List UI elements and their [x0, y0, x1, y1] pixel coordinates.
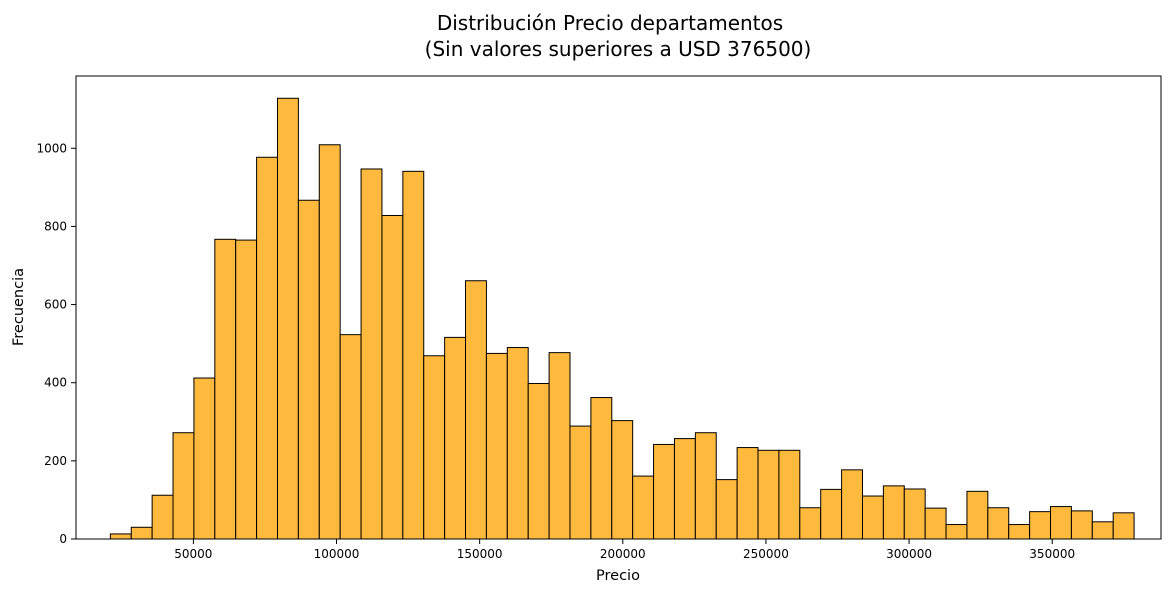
- histogram-bar: [966, 490, 989, 540]
- histogram-bar: [903, 488, 926, 540]
- histogram-bar: [799, 507, 822, 540]
- histogram-bar: [109, 533, 132, 540]
- x-tick-label: 250000: [743, 547, 789, 561]
- histogram-bar: [1091, 521, 1114, 540]
- x-tick-label: 200000: [600, 547, 646, 561]
- histogram-bar: [465, 280, 487, 540]
- histogram-bar: [861, 495, 884, 540]
- y-tick-label: 200: [44, 454, 67, 468]
- histogram-bar: [151, 494, 174, 540]
- x-axis-ticks: 50000 100000 150000 200000 250000 300000 35000…: [174, 539, 1075, 561]
- histogram-bar: [444, 336, 467, 540]
- x-tick-label: 150000: [457, 547, 503, 561]
- chart-subtitle: (Sin valores superiores a USD 376500): [425, 37, 812, 61]
- histogram-bar: [318, 144, 341, 540]
- histogram-bar: [569, 425, 592, 540]
- y-tick-label: 400: [44, 376, 67, 390]
- histogram-bar: [632, 475, 655, 540]
- histogram-bar: [297, 199, 320, 540]
- histogram-bar: [736, 447, 759, 540]
- histogram-bar: [924, 507, 947, 540]
- histogram-bar: [256, 156, 278, 540]
- histogram-bar: [1029, 511, 1052, 540]
- y-tick-label: 800: [44, 219, 67, 233]
- histogram-bar: [506, 347, 529, 540]
- histogram-bar: [485, 352, 508, 540]
- y-axis-label: Frecuencia: [11, 268, 27, 346]
- x-axis-label: Precio: [596, 568, 640, 584]
- histogram-bar: [1070, 510, 1093, 540]
- histogram-bar: [381, 214, 404, 540]
- y-tick-label: 1000: [36, 141, 67, 155]
- y-tick-label: 600: [44, 298, 67, 312]
- histogram-bar: [548, 352, 571, 540]
- histogram-bar: [339, 334, 362, 540]
- y-axis-ticks: 0 200 400 600 800 1000: [36, 141, 76, 546]
- histogram-bar: [841, 469, 863, 540]
- histogram-bar: [172, 432, 195, 540]
- x-tick-label: 350000: [1029, 547, 1075, 561]
- bars-group: [109, 97, 1135, 540]
- histogram-bar: [277, 97, 299, 540]
- chart-title: Distribución Precio departamentos: [437, 11, 783, 35]
- histogram-bar: [882, 485, 905, 540]
- histogram-bar: [611, 420, 634, 540]
- histogram-bar: [987, 507, 1010, 540]
- histogram-bar: [757, 449, 780, 540]
- histogram-bar: [235, 239, 258, 540]
- histogram-bar: [1050, 506, 1072, 540]
- histogram-bar: [360, 168, 383, 540]
- x-tick-label: 300000: [886, 547, 932, 561]
- y-tick-label: 0: [59, 532, 67, 546]
- histogram-bar: [945, 524, 968, 540]
- histogram-bar: [130, 526, 153, 540]
- histogram-bar: [1008, 524, 1031, 540]
- histogram-bar: [673, 438, 696, 540]
- histogram-bar: [193, 377, 216, 540]
- histogram-bar: [820, 488, 843, 540]
- histogram-bar: [527, 382, 550, 540]
- histogram-bar: [423, 355, 446, 540]
- histogram-bar: [402, 170, 425, 540]
- histogram-bar: [214, 238, 237, 540]
- histogram-bar: [1112, 512, 1135, 540]
- plot-frame: [75, 75, 1162, 540]
- histogram-bar: [715, 479, 738, 540]
- x-tick-label: 100000: [314, 547, 360, 561]
- histogram-bar: [653, 443, 675, 540]
- histogram-bar: [694, 432, 717, 540]
- histogram-bar: [778, 449, 801, 540]
- histogram-bar: [590, 397, 613, 540]
- x-tick-label: 50000: [174, 547, 212, 561]
